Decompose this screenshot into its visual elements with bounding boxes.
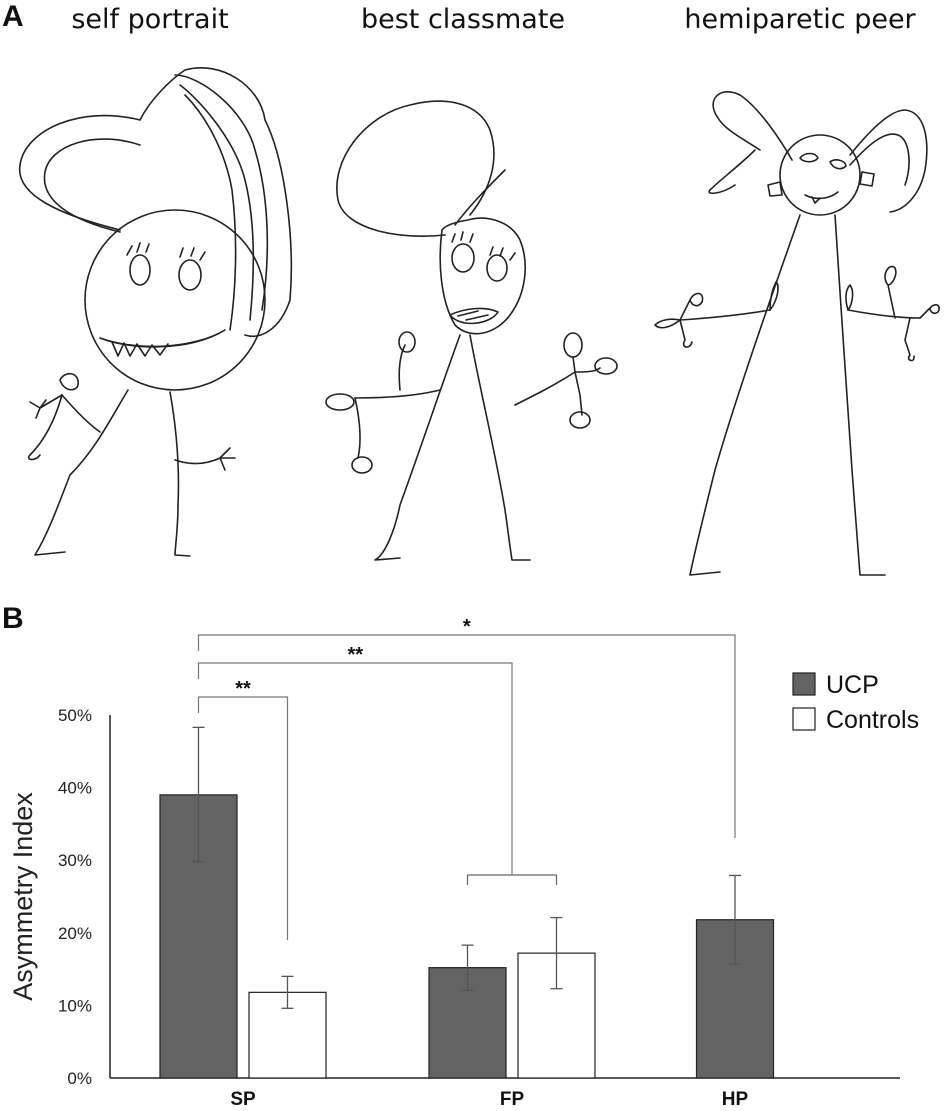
legend-label-Controls: Controls [826, 706, 919, 734]
y-tick-label: 10% [58, 996, 92, 1015]
significance-bracket [197, 662, 513, 875]
fp-group-bracket [466, 874, 558, 885]
asymmetry-bar-chart: 0% 10% 20% 30% 40% 50% Asymmetry Index SP FP HP *… [8, 616, 919, 1110]
legend-swatch-UCP [792, 672, 816, 696]
best-classmate-drawing [325, 100, 618, 561]
x-tick-label: SP [230, 1089, 256, 1110]
y-tick-label: 0% [67, 1069, 92, 1088]
hemiparetic-peer-drawing [654, 91, 940, 576]
y-tick-label: 40% [58, 779, 92, 798]
y-axis-label: Asymmetry Index [8, 792, 38, 1001]
x-tick-label: HP [722, 1089, 749, 1110]
y-tick-label: 20% [58, 924, 92, 943]
chart-bars [159, 726, 775, 1079]
legend-swatch-Controls [792, 707, 816, 731]
significance-bracket [197, 696, 289, 940]
significance-bracket [197, 634, 736, 838]
y-tick-label: 50% [58, 706, 92, 725]
panel-a-label: A [2, 0, 24, 33]
significance-label: ** [347, 644, 363, 666]
legend-label-UCP: UCP [826, 671, 879, 699]
significance-label: ** [235, 678, 251, 700]
y-tick-label: 30% [58, 851, 92, 870]
self-portrait-drawing [18, 67, 293, 557]
child-drawings [18, 67, 940, 576]
panel-b-label: B [2, 602, 24, 635]
significance-label: * [463, 616, 471, 638]
drawing-title-self-portrait: self portrait [71, 4, 229, 35]
significance-brackets: ***** [197, 616, 736, 940]
chart-legend: UCP Controls [792, 671, 919, 734]
x-tick-label: FP [500, 1089, 525, 1110]
drawing-title-hemiparetic-peer: hemiparetic peer [684, 4, 916, 35]
drawing-title-best-classmate: best classmate [360, 4, 566, 35]
